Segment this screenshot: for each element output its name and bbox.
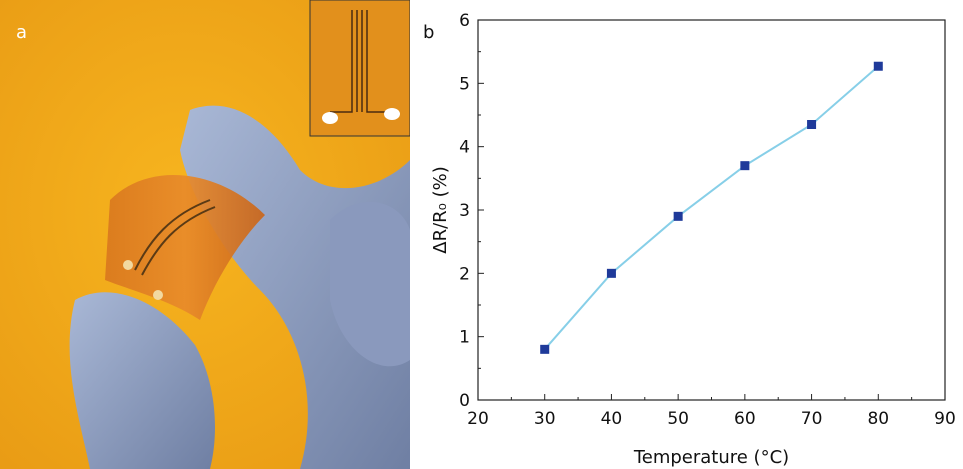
data-point [807,120,817,129]
y-tick-label: 3 [459,201,470,221]
y-tick-label: 1 [459,328,470,348]
y-tick-label: 5 [459,74,470,94]
x-tick-label: 80 [867,409,889,429]
x-tick-label: 70 [801,409,823,429]
x-tick-label: 60 [734,409,756,429]
x-tick-label: 30 [534,409,556,429]
y-tick-label: 6 [459,11,470,31]
plot-frame [477,19,946,401]
x-tick-label: 40 [601,409,623,429]
data-point [873,61,883,71]
x-axis-label: Temperature (°C) [633,447,789,468]
data-point [673,211,683,221]
x-tick-label: 50 [667,409,689,429]
series-line [543,65,879,350]
x-tick-label: 90 [934,409,956,429]
data-point [740,161,750,171]
x-tick-label: 20 [467,409,489,429]
y-axis-label: ΔR/R₀ (%) [430,166,451,253]
photo: a [0,0,410,469]
y-tick-label: 0 [459,391,470,411]
chart: 20 30 40 50 60 70 80 90 0 1 2 3 4 5 6 Temperature (°C) Δ… [430,11,956,468]
panel-label: b [423,22,434,43]
panel-label: a [16,22,27,43]
data-point [606,268,616,278]
data-point [540,344,550,354]
y-tick-label: 4 [459,138,470,158]
y-tick-label: 2 [459,264,470,284]
